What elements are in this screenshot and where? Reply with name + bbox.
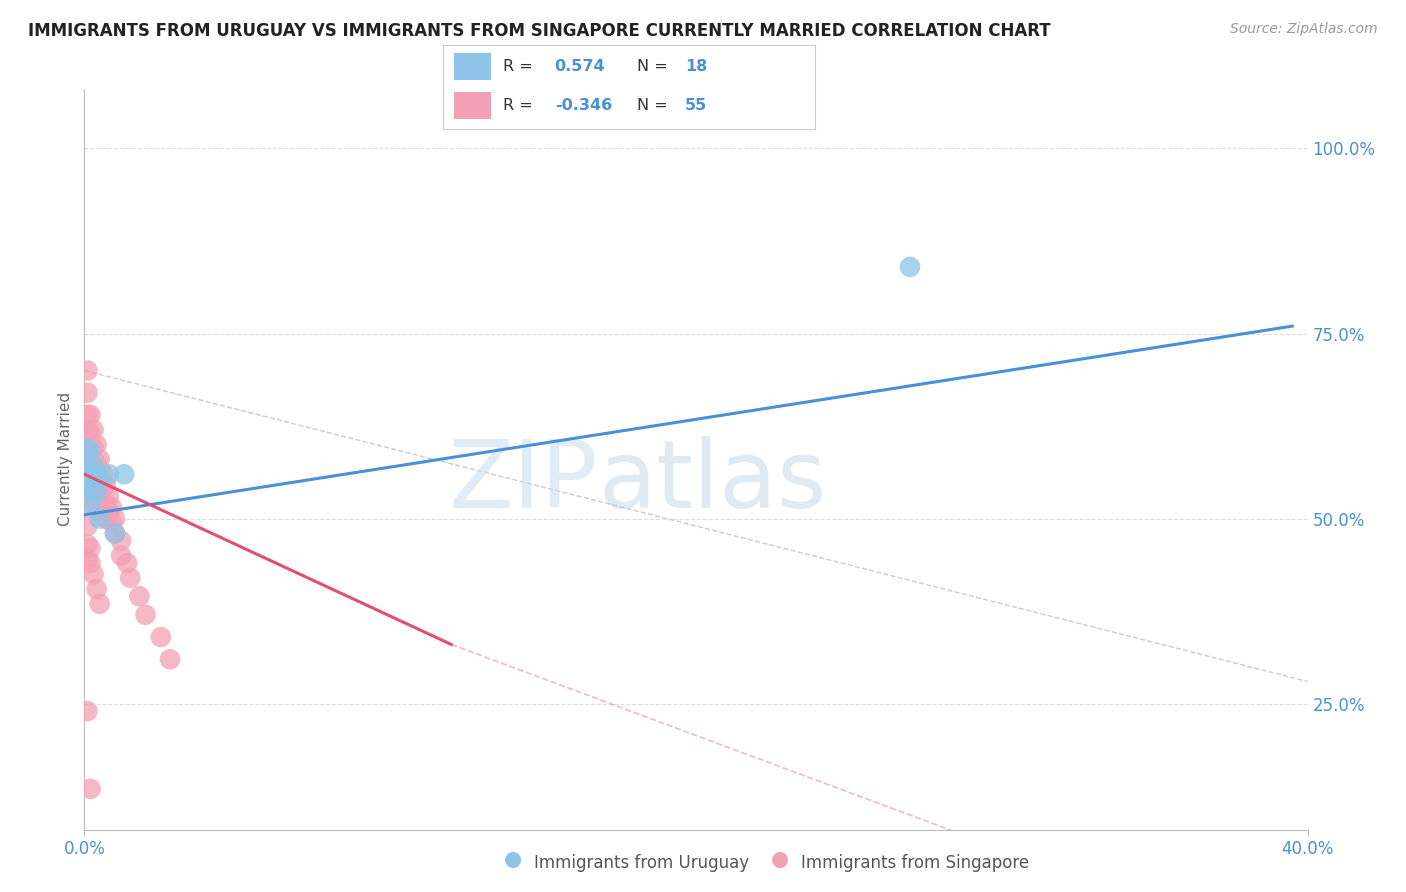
Point	[79, 463, 101, 477]
Y-axis label: Currently Married: Currently Married	[58, 392, 73, 526]
Point	[76, 478, 98, 492]
Point	[76, 537, 98, 551]
Point	[135, 607, 157, 622]
Point	[79, 467, 101, 482]
Point	[76, 363, 98, 377]
Point	[86, 489, 108, 503]
Point	[159, 652, 181, 666]
Point	[83, 442, 105, 456]
Point	[76, 471, 98, 485]
Point	[76, 459, 98, 474]
Point	[110, 549, 132, 563]
Point	[89, 471, 111, 485]
Text: Immigrants from Singapore: Immigrants from Singapore	[801, 855, 1029, 872]
Text: 0.574: 0.574	[554, 59, 606, 74]
Point	[83, 493, 105, 508]
Point	[115, 556, 138, 570]
Point	[91, 500, 114, 515]
Point	[79, 497, 101, 511]
Text: IMMIGRANTS FROM URUGUAY VS IMMIGRANTS FROM SINGAPORE CURRENTLY MARRIED CORRELATI: IMMIGRANTS FROM URUGUAY VS IMMIGRANTS FR…	[28, 22, 1050, 40]
Point	[86, 456, 108, 470]
Point	[83, 567, 105, 582]
Point	[86, 437, 108, 451]
Point	[94, 511, 117, 525]
Text: ZIP: ZIP	[449, 435, 598, 527]
Point	[83, 478, 105, 492]
Point	[86, 582, 108, 596]
Point	[89, 597, 111, 611]
Text: Source: ZipAtlas.com: Source: ZipAtlas.com	[1230, 22, 1378, 37]
Point	[83, 423, 105, 437]
Point	[76, 442, 98, 456]
Point	[89, 485, 111, 500]
Bar	[454, 92, 491, 120]
Point	[86, 485, 108, 500]
Point	[898, 260, 921, 274]
Point	[91, 482, 114, 496]
Point	[76, 456, 98, 470]
Text: 18: 18	[685, 59, 707, 74]
Point	[89, 471, 111, 485]
Point	[120, 571, 142, 585]
Point	[76, 704, 98, 718]
Text: atlas: atlas	[598, 435, 827, 527]
Point	[76, 385, 98, 400]
Text: N =: N =	[637, 59, 672, 74]
Point	[79, 497, 101, 511]
Point	[89, 511, 111, 525]
Point	[89, 452, 111, 467]
Point	[79, 445, 101, 459]
Point	[91, 467, 114, 482]
Point	[79, 781, 101, 796]
Point	[76, 552, 98, 566]
Point	[79, 445, 101, 459]
Point	[104, 511, 127, 525]
Point	[83, 459, 105, 474]
Point	[79, 482, 101, 496]
Text: R =: R =	[502, 98, 537, 113]
Point	[79, 408, 101, 422]
Text: N =: N =	[637, 98, 672, 113]
Point	[79, 426, 101, 441]
Point	[79, 541, 101, 556]
Point	[112, 467, 135, 482]
Bar	[454, 54, 491, 80]
Point	[97, 504, 120, 518]
Text: 55: 55	[685, 98, 707, 113]
Point	[101, 516, 124, 530]
Text: R =: R =	[502, 59, 537, 74]
Point	[79, 556, 101, 570]
Point	[97, 467, 120, 482]
Point	[76, 442, 98, 456]
Point	[83, 459, 105, 474]
Point	[104, 526, 127, 541]
Point	[97, 489, 120, 503]
Point	[76, 408, 98, 422]
Point	[86, 467, 108, 482]
Text: Immigrants from Uruguay: Immigrants from Uruguay	[534, 855, 749, 872]
Point	[101, 500, 124, 515]
Point	[89, 504, 111, 518]
Point	[79, 482, 101, 496]
Point	[94, 478, 117, 492]
Point	[94, 497, 117, 511]
Text: ●: ●	[772, 849, 789, 869]
Point	[149, 630, 172, 644]
Point	[83, 475, 105, 489]
Point	[76, 423, 98, 437]
Point	[76, 519, 98, 533]
Point	[86, 475, 108, 489]
Point	[110, 533, 132, 548]
Point	[128, 590, 150, 604]
Text: ●: ●	[505, 849, 522, 869]
Text: -0.346: -0.346	[554, 98, 612, 113]
Point	[104, 526, 127, 541]
